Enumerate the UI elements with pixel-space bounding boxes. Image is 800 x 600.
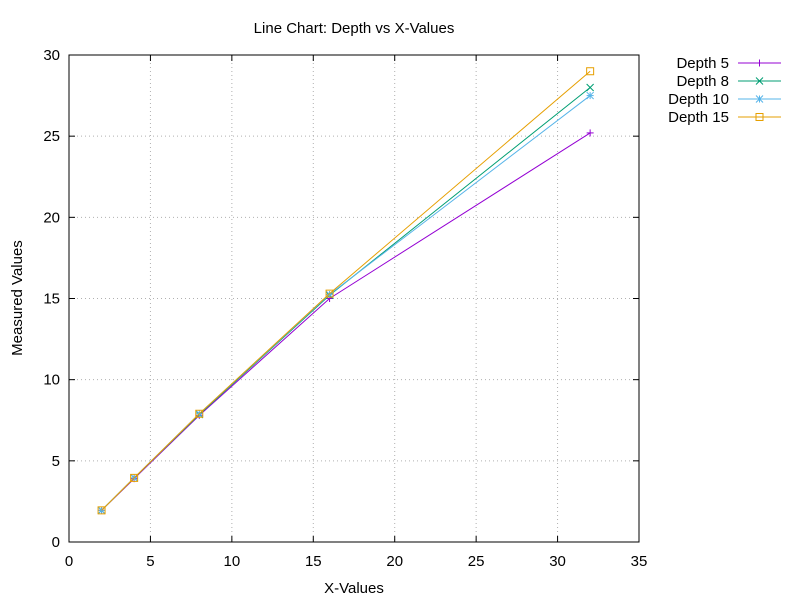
x-tick-label: 35	[631, 553, 648, 570]
x-tick-label: 30	[549, 553, 566, 570]
series-depth-5	[98, 129, 594, 514]
y-tick-label: 0	[52, 534, 60, 551]
data-point-depth-15	[97, 506, 106, 515]
data-point-depth-5	[586, 129, 594, 137]
y-tick-label: 5	[52, 453, 60, 470]
series-line-depth-5	[101, 132, 591, 511]
y-tick-label: 15	[43, 291, 60, 308]
data-point-depth-15	[195, 409, 204, 418]
data-point-depth-15	[586, 67, 595, 76]
x-tick-label: 10	[224, 553, 241, 570]
data-point-depth-15	[325, 289, 334, 298]
legend-label: Depth 5	[676, 55, 729, 72]
series-line-depth-15	[101, 70, 591, 511]
axes: 0 5 10 15 20 25 30 35 0 5 10 15 20 25 30	[43, 47, 647, 570]
data-point-depth-8	[586, 83, 594, 92]
y-tick-label: 25	[43, 128, 60, 145]
series-layer	[97, 67, 595, 515]
series-line-depth-10	[101, 95, 591, 511]
legend-entry-depth-10: Depth 10	[668, 91, 781, 108]
x-tick-label: 25	[468, 553, 485, 570]
legend-marker	[755, 113, 764, 121]
data-point-depth-15	[130, 473, 139, 482]
x-tick-label: 0	[65, 553, 73, 570]
series-depth-15	[97, 67, 595, 515]
y-tick-label: 10	[43, 372, 60, 389]
legend-label: Depth 15	[668, 109, 729, 126]
x-axis-label: X-Values	[324, 580, 384, 597]
x-tick-label: 5	[146, 553, 154, 570]
legend-label: Depth 8	[676, 73, 729, 90]
legend-entry-depth-5: Depth 5	[676, 55, 781, 72]
legend-marker	[756, 59, 763, 67]
y-axis-label: Measured Values	[9, 240, 26, 356]
x-tick-label: 15	[305, 553, 322, 570]
legend-entry-depth-15: Depth 15	[668, 109, 781, 126]
grid	[69, 55, 639, 542]
legend-entry-depth-8: Depth 8	[676, 73, 781, 90]
chart-title: Line Chart: Depth vs X-Values	[254, 20, 455, 37]
data-point-depth-10	[586, 91, 594, 100]
legend-marker	[755, 95, 764, 103]
series-depth-10	[97, 91, 594, 515]
x-tick-label: 20	[386, 553, 403, 570]
legend-marker	[755, 77, 764, 85]
legend-label: Depth 10	[668, 91, 729, 108]
y-tick-label: 20	[43, 209, 60, 226]
y-tick-label: 30	[43, 47, 60, 64]
